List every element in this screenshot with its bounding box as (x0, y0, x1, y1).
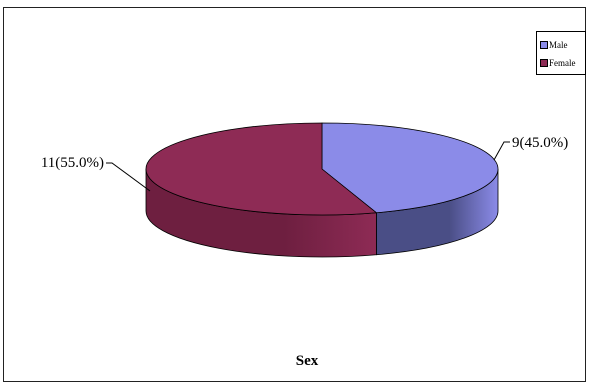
legend-item-male: Male (537, 36, 585, 54)
legend-item-female: Female (537, 54, 585, 72)
legend-swatch-female (540, 59, 548, 67)
legend-swatch-male (540, 41, 548, 49)
pie-slice-male (321, 122, 499, 214)
legend-label-female: Female (549, 58, 576, 68)
legend-label-male: Male (549, 40, 568, 50)
data-label-male: 9(45.0%) (512, 135, 568, 151)
leader-line-female (106, 162, 151, 192)
data-label-female: 11(55.0%) (41, 155, 104, 171)
legend: Male Female (536, 31, 586, 75)
pie-slice-female (145, 122, 378, 216)
leader-line-male (493, 141, 510, 161)
chart-title: Sex (296, 353, 319, 369)
